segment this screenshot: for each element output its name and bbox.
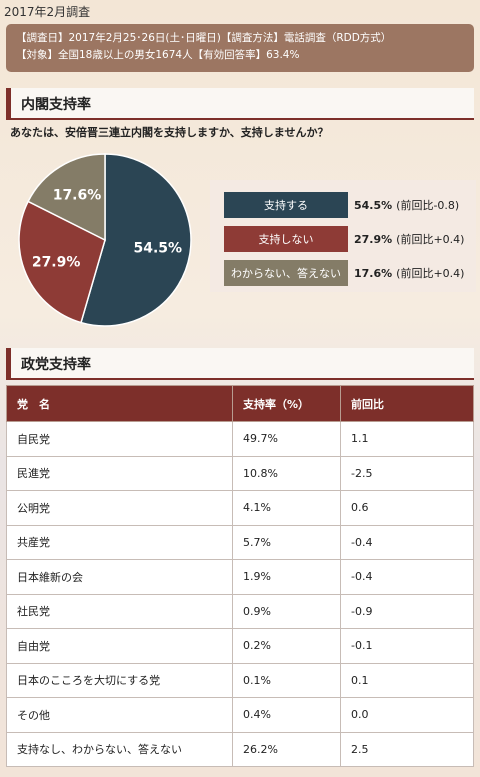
- legend-swatch-unknown: わからない、答えない: [224, 260, 348, 286]
- party-name-cell: 自民党: [6, 421, 233, 457]
- survey-question: あなたは、安倍晋三連立内閣を支持しますか、支持しませんか？: [10, 126, 329, 139]
- cabinet-support-heading: 内閣支持率: [6, 88, 474, 120]
- pie-slice-unknown: [27, 153, 106, 242]
- survey-info-box: 【調査日】2017年2月25･26日(土･日曜日)【調査方法】電話調査（RDD方…: [6, 24, 474, 72]
- party-diff-cell: -0.4: [340, 524, 474, 560]
- party-diff-cell: -0.4: [340, 559, 474, 595]
- table-row: 自民党 49.7% 1.1: [6, 421, 474, 457]
- party-diff-cell: 1.1: [340, 421, 474, 457]
- pie-legend: 支持する 54.5% (前回比-0.8) 支持しない 27.9% (前回比+0.…: [210, 180, 476, 292]
- party-rate-cell: 10.8%: [232, 455, 341, 491]
- party-rate-cell: 1.9%: [232, 559, 341, 595]
- table-row: 民進党 10.8% -2.5: [6, 455, 474, 491]
- party-name-cell: その他: [6, 697, 233, 733]
- party-name-cell: 公明党: [6, 490, 233, 526]
- pie-label-unknown: 17.6%: [53, 188, 102, 204]
- table-header-row: 党 名 支持率（%） 前回比: [6, 385, 474, 422]
- party-rate-cell: 0.2%: [232, 628, 341, 664]
- pie-slice-oppose: [18, 200, 106, 324]
- survey-info-line-2: 【対象】全国18歳以上の男女1674人【有効回答率】63.4%: [16, 49, 300, 61]
- pie-label-oppose: 27.9%: [32, 254, 81, 270]
- pie-svg: 54.5% 27.9% 17.6%: [18, 153, 192, 327]
- party-support-table: 党 名 支持率（%） 前回比 自民党 49.7% 1.1 民進党 10.8% -2.5 公明…: [6, 385, 474, 767]
- party-name-cell: 自由党: [6, 628, 233, 664]
- column-header-party: 党 名: [6, 385, 233, 422]
- table-row: 日本のこころを大切にする党 0.1% 0.1: [6, 662, 474, 698]
- legend-swatch-support: 支持する: [224, 192, 348, 218]
- table-row: 支持なし、わからない、答えない 26.2% 2.5: [6, 731, 474, 767]
- table-row: 社民党 0.9% -0.9: [6, 593, 474, 629]
- party-rate-cell: 0.4%: [232, 697, 341, 733]
- party-name-cell: 支持なし、わからない、答えない: [6, 731, 233, 767]
- party-diff-cell: -0.9: [340, 593, 474, 629]
- column-header-diff: 前回比: [340, 385, 474, 422]
- pie-slice-support: [80, 153, 192, 327]
- survey-info-line-1: 【調査日】2017年2月25･26日(土･日曜日)【調査方法】電話調査（RDD方…: [16, 32, 392, 44]
- column-header-rate: 支持率（%）: [232, 385, 341, 422]
- survey-title: 2017年2月調査: [4, 5, 91, 19]
- party-diff-cell: 2.5: [340, 731, 474, 767]
- table-row: その他 0.4% 0.0: [6, 697, 474, 733]
- legend-value-unknown: 17.6%: [354, 266, 393, 280]
- party-rate-cell: 0.1%: [232, 662, 341, 698]
- party-diff-cell: -0.1: [340, 628, 474, 664]
- table-row: 公明党 4.1% 0.6: [6, 490, 474, 526]
- legend-diff-unknown: (前回比+0.4): [396, 267, 465, 280]
- party-name-cell: 社民党: [6, 593, 233, 629]
- cabinet-pie-chart: 54.5% 27.9% 17.6%: [17, 152, 193, 328]
- party-diff-cell: 0.6: [340, 490, 474, 526]
- party-support-heading: 政党支持率: [6, 348, 474, 380]
- party-rate-cell: 26.2%: [232, 731, 341, 767]
- party-diff-cell: 0.0: [340, 697, 474, 733]
- party-name-cell: 日本維新の会: [6, 559, 233, 595]
- party-rate-cell: 49.7%: [232, 421, 341, 457]
- legend-value-oppose: 27.9%: [354, 232, 393, 246]
- legend-row-unknown: わからない、答えない 17.6% (前回比+0.4): [224, 260, 464, 286]
- party-rate-cell: 4.1%: [232, 490, 341, 526]
- legend-swatch-oppose: 支持しない: [224, 226, 348, 252]
- party-rate-cell: 0.9%: [232, 593, 341, 629]
- party-diff-cell: -2.5: [340, 455, 474, 491]
- pie-label-support: 54.5%: [133, 241, 182, 257]
- legend-row-oppose: 支持しない 27.9% (前回比+0.4): [224, 226, 464, 252]
- legend-diff-oppose: (前回比+0.4): [396, 233, 465, 246]
- party-name-cell: 民進党: [6, 455, 233, 491]
- legend-value-support: 54.5%: [354, 198, 393, 212]
- table-row: 自由党 0.2% -0.1: [6, 628, 474, 664]
- table-row: 日本維新の会 1.9% -0.4: [6, 559, 474, 595]
- party-rate-cell: 5.7%: [232, 524, 341, 560]
- party-name-cell: 共産党: [6, 524, 233, 560]
- table-row: 共産党 5.7% -0.4: [6, 524, 474, 560]
- legend-diff-support: (前回比-0.8): [396, 199, 460, 212]
- party-name-cell: 日本のこころを大切にする党: [6, 662, 233, 698]
- legend-row-support: 支持する 54.5% (前回比-0.8): [224, 192, 459, 218]
- party-diff-cell: 0.1: [340, 662, 474, 698]
